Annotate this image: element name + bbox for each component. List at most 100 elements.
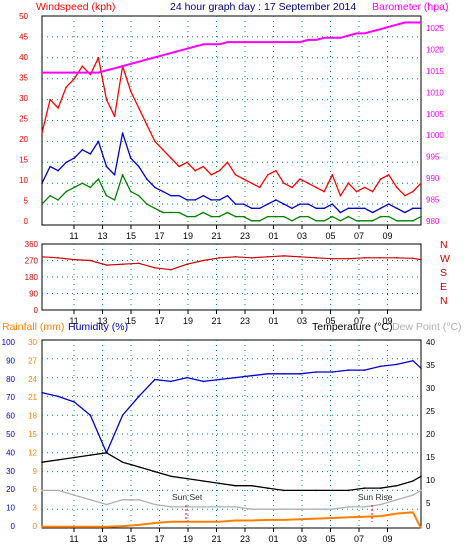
wind-low-series-line-point (283, 215, 285, 218)
gust-series-line-point (396, 186, 398, 189)
temperature-series-line-point (186, 477, 188, 480)
wind-direction-series-line-point (89, 259, 92, 262)
barometer-tick-label: 1020 (426, 45, 444, 54)
temperature-series-line-point (412, 480, 414, 482)
wind-average-series-line-point (97, 140, 100, 143)
barometer-series-line-point (339, 37, 342, 39)
rainfall-tick-label: 0 (33, 522, 38, 531)
humidity-tick-label: 0 (11, 522, 16, 531)
barometer-series-line-point (218, 43, 221, 46)
gust-series-line-point (347, 182, 350, 184)
wind-low-series-line-point (347, 215, 350, 218)
wind-direction-series-line-point (73, 258, 76, 261)
humidity-series-line-point (347, 369, 350, 371)
humidity-series-line-point (218, 378, 221, 381)
windspeed-axis-title: Windspeed (kph) (36, 1, 115, 13)
wind-average-series-line-point (371, 211, 374, 214)
barometer-series-line-point (57, 71, 59, 74)
gust-series-line-point (57, 107, 59, 109)
temp-x-tick-label: 03 (297, 534, 307, 544)
humidity-tick-label: 40 (6, 448, 15, 457)
gust-series-line (41, 57, 422, 197)
temperature-series-line-point (202, 480, 205, 482)
barometer-series-line-point (105, 69, 108, 72)
humidity-tick-label: 60 (6, 412, 15, 421)
temperature-tick-label: 0 (426, 522, 431, 531)
humidity-series-line-point (363, 369, 366, 371)
temp-humidity-rain-panel: 11 13 15 17 19 21 23 01 03 05 07 091009080706050403… (2, 338, 436, 544)
barometer-series-line-point (404, 21, 406, 24)
gust-series-line-point (371, 190, 374, 193)
wind-average-series-line-point (379, 207, 382, 210)
temperature-tick-label: 20 (426, 430, 435, 439)
wind-average-series-line-point (420, 207, 422, 210)
wind-direction-series-line-point (250, 257, 253, 259)
barometer-series-line-point (65, 71, 67, 74)
humidity-series-line-point (202, 380, 205, 383)
gust-series-line-point (267, 174, 269, 176)
barometer-tick-label: 1010 (426, 88, 444, 97)
barometer-series-line-point (396, 23, 398, 26)
humidity-series-line-point (315, 371, 318, 373)
wind-low-series-line-point (258, 220, 261, 222)
gust-series-line-point (81, 65, 84, 67)
wind-direction-series-line-point (105, 264, 108, 266)
rainfall-tick-label: 6 (33, 485, 38, 494)
gust-series-line-point (210, 174, 213, 176)
wind-low-series-line-point (250, 220, 253, 222)
temperature-series-line-point (57, 459, 59, 461)
wind-x-tick-label: 01 (268, 231, 278, 241)
barometer-series-line-point (283, 41, 285, 43)
wind-low-series-line-point (404, 220, 406, 222)
wind-average-series-line-point (331, 203, 334, 205)
wind-low-series-line-point (226, 211, 229, 214)
wind-low-series-line-point (129, 190, 132, 193)
barometer-series-line-point (146, 58, 148, 61)
dew-point-series-line-point (347, 506, 350, 508)
humidity-tick-label: 20 (6, 485, 15, 494)
wind-low-series-line-point (267, 215, 269, 218)
humidity-series-line-point (267, 373, 269, 375)
direction-x-tick-label: 21 (211, 316, 221, 326)
gust-series-line-point (250, 182, 253, 184)
wind-x-tick-label: 09 (382, 231, 392, 241)
barometer-series-line-point (299, 41, 301, 43)
compass-letter-n: N (440, 295, 448, 307)
wind-direction-series-line-point (202, 259, 205, 262)
humidity-tick-label: 50 (6, 430, 15, 439)
windspeed-tick-label: 25 (19, 115, 28, 124)
dew-point-series-line-point (412, 494, 414, 496)
gust-series-line-point (387, 174, 390, 176)
barometer-series-line-point (379, 28, 382, 30)
temp-x-tick-label: 19 (183, 534, 193, 544)
rainfall-series-line-point (57, 525, 59, 528)
wind-direction-series-line-point (234, 255, 237, 258)
wind-x-tick-label: 13 (97, 231, 107, 241)
temperature-series-line-point (363, 487, 366, 489)
wind-average-series-line-point (210, 199, 213, 201)
wind-low-series-line-point (299, 215, 301, 218)
rainfall-series-line-point (347, 516, 350, 519)
gust-series-line-point (146, 123, 148, 126)
humidity-series-line-point (234, 376, 237, 379)
barometer-series-line (42, 21, 421, 74)
gust-series-line-point (363, 186, 366, 189)
temp-x-tick-label: 23 (240, 534, 250, 544)
humidity-series-line-point (412, 359, 414, 362)
barometer-series-line-point (178, 50, 180, 52)
wind-average-series-line-point (105, 165, 108, 168)
wind-baro-panel: 11 13 15 17 19 21 23 01 03 05 07 095045403530252015… (19, 12, 444, 241)
wind-average-series-line-point (258, 207, 261, 210)
wind-average-series-line-point (121, 132, 124, 134)
temp-x-tick-label: 15 (126, 534, 136, 544)
rainfall-series-line-point (138, 524, 140, 526)
compass-letter-e: E (440, 281, 447, 293)
temperature-series-line-point (396, 484, 398, 487)
barometer-series-line-point (234, 41, 237, 43)
humidity-series-line-point (138, 395, 140, 398)
wind-average-series-line-point (186, 199, 188, 201)
wind-average-series-line-point (81, 149, 84, 151)
dew-point-series-line-point (57, 489, 59, 492)
wind-average-series-line-point (347, 207, 350, 210)
humidity-series-line-point (170, 380, 172, 383)
